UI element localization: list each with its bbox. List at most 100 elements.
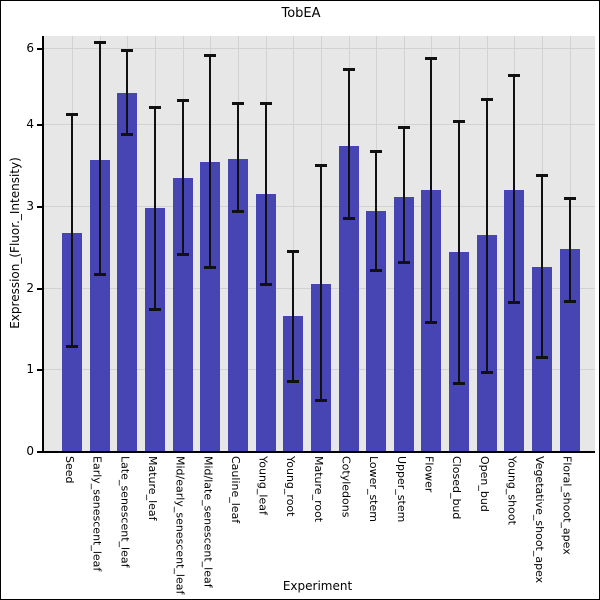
error-bar-line (430, 58, 433, 322)
error-bar-line (458, 120, 461, 384)
error-bar-cap (508, 301, 521, 305)
x-tick-label: Young_shoot (505, 456, 519, 525)
error-bar-cap (453, 119, 466, 123)
error-bar-cap (314, 398, 327, 402)
bar (504, 190, 525, 451)
y-tick-label: 0 (26, 444, 34, 458)
error-bar-cap (176, 253, 189, 257)
y-tick-mark (37, 288, 42, 290)
gridline-horizontal (44, 206, 595, 207)
y-tick-label: 4 (26, 117, 34, 131)
error-bar-line (485, 98, 488, 372)
error-bar-cap (480, 97, 493, 101)
x-tick-label: Open_bud (477, 456, 491, 512)
bar (117, 93, 138, 451)
error-bar-cap (342, 217, 355, 221)
error-bar-cap (93, 272, 106, 276)
error-bar-line (181, 99, 184, 255)
y-tick-mark (37, 451, 42, 453)
error-bar-cap (287, 249, 300, 253)
error-bar-cap (231, 101, 244, 105)
error-bar-cap (425, 320, 438, 324)
error-bar-cap (453, 382, 466, 386)
y-axis-title: Expression_(Fluor._Intensity) (8, 156, 22, 329)
error-bar-cap (370, 150, 383, 154)
error-bar-line (264, 102, 267, 284)
error-bar-cap (314, 164, 327, 168)
y-tick-mark (37, 48, 42, 50)
error-bar-cap (508, 74, 521, 78)
error-bar-line (347, 69, 350, 219)
error-bar-line (375, 151, 378, 270)
error-bar-cap (204, 53, 217, 57)
bar (338, 146, 359, 451)
error-bar-line (126, 49, 129, 135)
error-bar-cap (397, 126, 410, 130)
y-tick-label: 6 (26, 41, 34, 55)
bar (532, 267, 553, 451)
error-bar-cap (563, 299, 576, 303)
x-tick-label: Upper_stem (394, 456, 408, 523)
x-tick-label: Early_senescent_leaf (90, 456, 104, 572)
x-tick-label: Mid/late_senescent_leaf (201, 456, 215, 588)
bar (255, 194, 276, 451)
error-bar-cap (287, 379, 300, 383)
bar (283, 316, 304, 451)
error-bar-cap (231, 209, 244, 213)
error-bar-line (153, 107, 156, 309)
error-bar-cap (536, 173, 549, 177)
x-axis-title: Experiment (282, 579, 353, 593)
bar (227, 158, 248, 451)
x-tick-label: Cauline_leaf (228, 456, 242, 524)
x-tick-label: Closed_bud (450, 456, 464, 520)
gridline-horizontal (44, 124, 595, 125)
error-bar-line (292, 250, 295, 381)
y-tick-mark (37, 124, 42, 126)
error-bar-cap (342, 68, 355, 72)
error-bar-line (541, 174, 544, 358)
bar (144, 208, 165, 451)
y-tick-label: 1 (26, 362, 34, 376)
chart-title: TobEA (281, 6, 321, 21)
x-tick-label: Young_leaf (256, 456, 270, 515)
error-bar-line (98, 41, 101, 274)
error-bar-cap (259, 282, 272, 286)
error-bar-cap (259, 101, 272, 105)
error-bar-line (402, 127, 405, 263)
error-bar-cap (148, 307, 161, 311)
error-bar-line (568, 197, 571, 301)
error-bar-cap (563, 196, 576, 200)
bar (200, 161, 221, 451)
x-tick-label: Mid/early_senescent_leaf (173, 456, 187, 595)
y-tick-mark (37, 206, 42, 208)
error-bar-cap (148, 106, 161, 110)
bar (559, 249, 580, 451)
x-tick-label: Flower (422, 456, 436, 493)
plot-area (42, 36, 595, 453)
gridline-vertical (293, 36, 295, 451)
error-bar-line (71, 114, 73, 346)
x-tick-label: Young_root (284, 456, 298, 517)
error-bar-cap (370, 268, 383, 272)
x-tick-label: Mature_leaf (145, 456, 159, 521)
error-bar-cap (66, 344, 78, 348)
y-tick-mark (37, 369, 42, 371)
error-bar-line (513, 75, 516, 303)
error-bar-cap (121, 133, 134, 137)
y-tick-label: 2 (26, 281, 34, 295)
error-bar-cap (425, 57, 438, 61)
x-tick-label: Lower_stem (367, 456, 381, 522)
bar (393, 196, 414, 451)
x-tick-label: Vegetative_shoot_apex (533, 456, 547, 584)
x-tick-label: Mature_root (311, 456, 325, 523)
error-bar-cap (480, 370, 493, 374)
error-bar-line (319, 165, 322, 400)
error-bar-cap (176, 98, 189, 102)
error-bar-line (209, 54, 212, 268)
error-bar-cap (66, 113, 78, 117)
gridline-horizontal (44, 48, 595, 49)
bar (89, 160, 110, 451)
error-bar-line (236, 102, 239, 211)
y-tick-label: 3 (26, 199, 34, 213)
